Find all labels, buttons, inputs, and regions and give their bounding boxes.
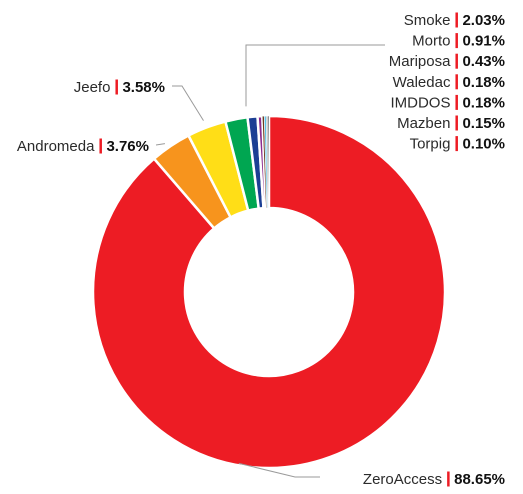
- label-mazben: Mazben 0.15%: [397, 115, 505, 132]
- slice-torpig: [267, 115, 270, 209]
- label-separator: [455, 136, 458, 152]
- label-name: Waledac: [393, 74, 451, 91]
- label-morto: Morto 0.91%: [412, 33, 505, 50]
- leader-line: [155, 143, 165, 146]
- slice-labels: Smoke 2.03% Morto 0.91% Mariposa 0.43% Waledac…: [17, 12, 505, 488]
- label-value: 3.58%: [122, 79, 165, 96]
- label-name: Smoke: [404, 12, 451, 29]
- label-name: Torpig: [410, 136, 451, 153]
- label-value: 0.10%: [462, 136, 505, 153]
- label-separator: [455, 115, 458, 131]
- slice-zeroaccess: [91, 114, 447, 470]
- leader-line: [172, 85, 204, 121]
- label-separator: [455, 74, 458, 90]
- label-value: 0.43%: [462, 53, 505, 70]
- label-imddos: IMDDOS 0.18%: [390, 94, 505, 111]
- label-separator: [455, 94, 458, 110]
- label-andromeda: Andromeda 3.76%: [17, 138, 149, 155]
- label-separator: [99, 138, 102, 154]
- label-zeroaccess: ZeroAccess 88.65%: [363, 471, 505, 488]
- label-name: Mariposa: [389, 53, 451, 70]
- label-value: 0.15%: [462, 115, 505, 132]
- label-value: 0.91%: [462, 33, 505, 50]
- donut-slices: [91, 114, 447, 470]
- label-name: Mazben: [397, 115, 450, 132]
- label-separator: [455, 12, 458, 28]
- label-name: ZeroAccess: [363, 471, 442, 488]
- label-name: IMDDOS: [390, 94, 450, 111]
- label-value: 2.03%: [462, 12, 505, 29]
- label-name: Morto: [412, 33, 450, 50]
- label-name: Jeefo: [74, 79, 111, 96]
- label-separator: [455, 33, 458, 49]
- label-mariposa: Mariposa 0.43%: [389, 53, 505, 70]
- label-value: 88.65%: [454, 471, 505, 488]
- label-separator: [447, 471, 450, 487]
- label-jeefo: Jeefo 3.58%: [74, 79, 165, 96]
- label-torpig: Torpig 0.10%: [410, 136, 505, 153]
- leader-line: [238, 462, 320, 478]
- label-separator: [115, 79, 118, 95]
- label-value: 0.18%: [462, 74, 505, 91]
- leader-line: [245, 44, 385, 107]
- label-waledac: Waledac 0.18%: [393, 74, 505, 91]
- label-smoke: Smoke 2.03%: [404, 12, 505, 29]
- label-separator: [455, 53, 458, 69]
- label-value: 0.18%: [462, 94, 505, 111]
- label-name: Andromeda: [17, 138, 95, 155]
- leader-lines: [155, 44, 385, 478]
- label-value: 3.76%: [106, 138, 149, 155]
